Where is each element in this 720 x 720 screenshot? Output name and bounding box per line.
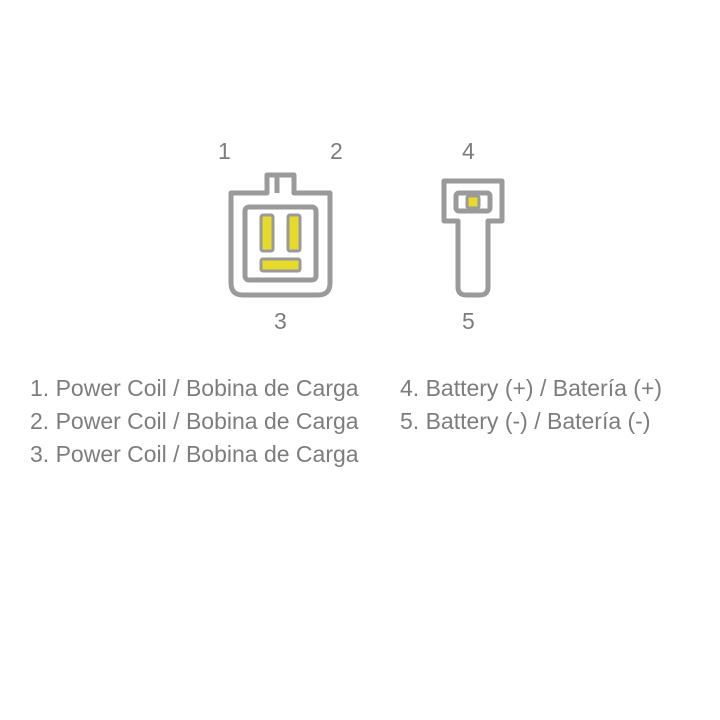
connector-a-icon [223, 165, 338, 305]
pin-label-1: 1 [218, 138, 231, 165]
diagram-canvas: 1 2 3 4 5 1. Power Coil / [0, 0, 720, 720]
legend-item-5: 5. Battery (-) / Batería (-) [400, 408, 651, 435]
legend-item-4: 4. Battery (+) / Batería (+) [400, 375, 662, 402]
legend-item-1: 1. Power Coil / Bobina de Carga [30, 375, 359, 402]
pin-label-2: 2 [330, 138, 343, 165]
connector-b-icon [438, 165, 508, 305]
pin-label-4: 4 [462, 138, 475, 165]
legend-item-3: 3. Power Coil / Bobina de Carga [30, 441, 359, 468]
legend-item-2: 2. Power Coil / Bobina de Carga [30, 408, 359, 435]
pin-label-3: 3 [274, 308, 287, 335]
pin-label-5: 5 [462, 308, 475, 335]
